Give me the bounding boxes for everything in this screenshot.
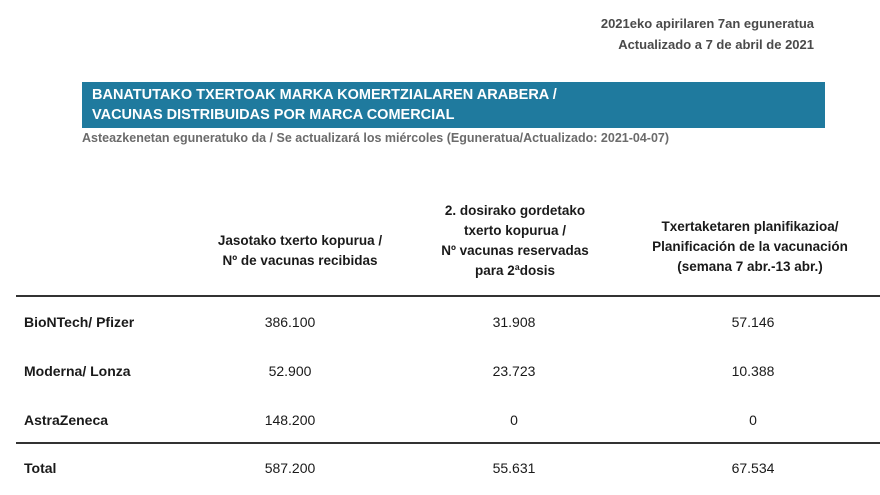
- update-date-es: Actualizado a 7 de abril de 2021: [618, 37, 814, 52]
- cell-planning: 57.146: [731, 314, 775, 330]
- cell-planning: 10.388: [731, 363, 775, 379]
- row-label: Moderna/ Lonza: [24, 363, 131, 379]
- total-reserved: 55.631: [492, 460, 536, 476]
- update-frequency-note: Asteazkenetan eguneratuko da / Se actual…: [82, 131, 670, 145]
- column-header-planning: Txertaketaren planifikazioa/ Planificaci…: [652, 219, 848, 274]
- cell-reserved: 0: [510, 412, 518, 428]
- update-date-eu: 2021eko apirilaren 7an eguneratua: [600, 16, 814, 31]
- title-banner: BANATUTAKO TXERTOAK MARKA KOMERTZIALAREN…: [82, 82, 825, 128]
- cell-received: 52.900: [268, 363, 312, 379]
- cell-planning: 0: [749, 412, 757, 428]
- column-header-reserved: 2. dosirako gordetako txerto kopurua / N…: [441, 203, 589, 278]
- total-label: Total: [24, 460, 57, 476]
- cell-received: 148.200: [264, 412, 316, 428]
- title-line-es: VACUNAS DISTRIBUIDAS POR MARCA COMERCIAL: [92, 107, 455, 123]
- title-line-eu: BANATUTAKO TXERTOAK MARKA KOMERTZIALAREN…: [92, 87, 557, 103]
- row-label: BioNTech/ Pfizer: [24, 314, 135, 330]
- cell-reserved: 31.908: [492, 314, 536, 330]
- total-divider: [16, 442, 880, 444]
- column-header-received: Jasotako txerto kopurua / Nº de vacunas …: [217, 233, 383, 268]
- cell-reserved: 23.723: [492, 363, 536, 379]
- total-planning: 67.534: [731, 460, 775, 476]
- row-label: AstraZeneca: [24, 412, 109, 428]
- update-date: 2021eko apirilaren 7an eguneratua Actual…: [601, 13, 814, 55]
- header-divider: [16, 295, 880, 297]
- cell-received: 386.100: [264, 314, 316, 330]
- total-received: 587.200: [264, 460, 316, 476]
